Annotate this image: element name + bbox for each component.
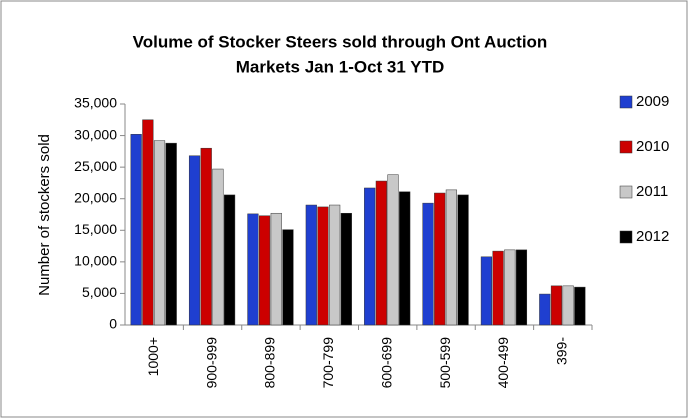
bar (305, 204, 317, 326)
x-tick-label: 399- (554, 337, 570, 365)
x-tick-label: 700-799 (320, 337, 336, 389)
y-tick-label: 5,000 (82, 284, 117, 300)
bar (539, 293, 551, 326)
x-tick-label: 400-499 (495, 337, 511, 389)
legend-swatch (619, 95, 633, 109)
bar (515, 249, 528, 326)
chart-title: Volume of Stocker Steers sold through On… (133, 32, 548, 51)
x-tick-label: 800-899 (262, 337, 278, 389)
bar (550, 285, 563, 326)
y-tick-label: 10,000 (74, 253, 117, 269)
bar (340, 212, 352, 326)
bar (504, 249, 516, 326)
y-tick-label: 25,000 (74, 158, 117, 174)
bar (399, 191, 411, 326)
x-tick-label: 500-599 (437, 337, 453, 389)
legend-swatch (619, 140, 633, 154)
bar (212, 168, 224, 326)
legend-label: 2012 (636, 228, 669, 245)
y-axis-label: Number of stockers sold (36, 134, 53, 296)
bar (364, 187, 376, 326)
y-tick-label: 30,000 (74, 126, 117, 142)
legend-swatch (619, 185, 633, 199)
bar (434, 192, 446, 326)
bar (130, 134, 142, 326)
bar (270, 212, 282, 326)
y-tick-label: 20,000 (74, 189, 117, 205)
x-tick-label: 900-999 (203, 337, 219, 389)
bar (387, 174, 399, 326)
bar (282, 229, 294, 326)
bar (375, 180, 387, 326)
bar (329, 204, 341, 326)
legend-label: 2009 (636, 93, 669, 110)
x-tick-label: 600-699 (378, 337, 394, 389)
bar (492, 250, 504, 326)
y-tick-label: 35,000 (74, 95, 117, 111)
bar (188, 155, 201, 326)
bar (142, 119, 154, 326)
y-tick-label: 15,000 (74, 221, 117, 237)
bar (259, 215, 271, 326)
bar (457, 194, 469, 326)
chart-title: Markets Jan 1-Oct 31 YTD (236, 57, 445, 76)
bar (247, 213, 259, 326)
bar (445, 189, 457, 326)
legend-label: 2011 (636, 183, 668, 200)
bar (574, 286, 586, 326)
legend-swatch (619, 230, 633, 244)
bar (223, 194, 236, 326)
y-tick-label: 0 (109, 316, 117, 332)
x-tick-label: 1000+ (145, 337, 161, 376)
bar (165, 142, 177, 326)
bar (480, 256, 493, 326)
bar (153, 140, 166, 326)
bar (200, 147, 212, 326)
bar (422, 202, 434, 326)
legend-label: 2010 (636, 138, 669, 155)
bar (317, 206, 329, 326)
bar (562, 285, 574, 326)
